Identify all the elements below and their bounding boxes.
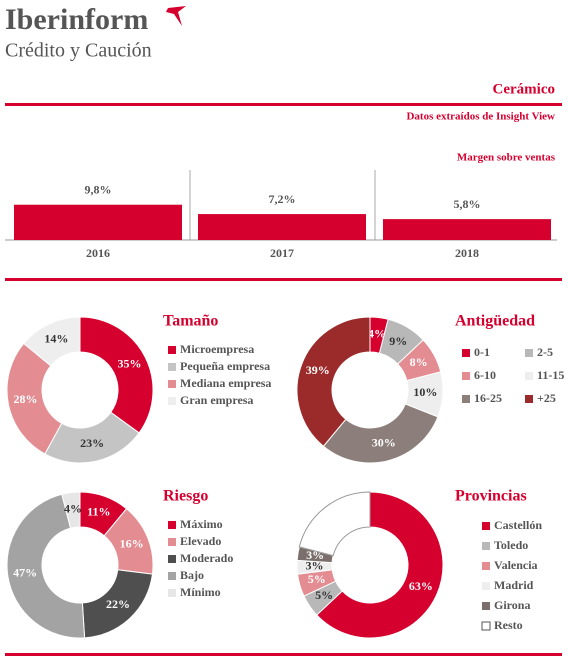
sector: Cerámico — [493, 81, 555, 97]
legend-swatch — [168, 346, 176, 354]
value-label: 23% — [80, 436, 104, 450]
value-label: 39% — [306, 363, 330, 377]
legend-swatch — [462, 395, 470, 403]
legend-swatch — [168, 555, 176, 563]
legend-swatch — [525, 372, 533, 380]
chart-title: Provincias — [455, 488, 527, 505]
value-label: 22% — [106, 597, 130, 611]
legend-swatch — [525, 395, 533, 403]
donut-slice — [6, 342, 63, 455]
legend-swatch — [168, 521, 176, 529]
x-tick-label: 2018 — [455, 246, 479, 260]
legend-swatch — [168, 380, 176, 388]
value-label: 16% — [120, 536, 144, 550]
bar — [198, 214, 366, 240]
value-label: 5% — [315, 588, 333, 602]
legend-swatch — [482, 582, 490, 590]
value-label: 4% — [64, 502, 82, 516]
chart-title: Riesgo — [163, 488, 208, 505]
legend-swatch — [481, 621, 491, 631]
legend-swatch — [168, 572, 176, 580]
subbrand: Crédito y Caución — [5, 40, 152, 62]
legend-swatch — [168, 538, 176, 546]
chart-title: Tamaño — [163, 313, 218, 330]
legend-label: Resto — [494, 618, 523, 632]
legend-swatch — [168, 363, 176, 371]
value-label: 30% — [372, 436, 396, 450]
legend-label: Moderado — [180, 551, 233, 565]
legend-swatch — [482, 562, 490, 570]
value-label: 5% — [308, 572, 326, 586]
legend-label: Madrid — [494, 578, 534, 592]
value-label: 10% — [413, 385, 437, 399]
legend-label: 6-10 — [474, 368, 496, 382]
legend-label: +25 — [537, 391, 556, 405]
legend-label: Girona — [494, 598, 530, 612]
x-tick-label: 2016 — [86, 246, 110, 260]
legend-label: Valencia — [494, 558, 538, 572]
value-label: 47% — [13, 565, 37, 579]
divider — [5, 278, 562, 281]
value-label: 9,8% — [85, 182, 112, 196]
donut-slice — [296, 316, 371, 447]
bar-title: Margen sobre ventas — [457, 152, 556, 164]
donut-slice — [6, 493, 86, 639]
value-label: 14% — [44, 332, 68, 346]
donut-slice — [322, 403, 439, 464]
legend-label: Elevado — [180, 534, 221, 548]
legend-label: 11-15 — [537, 368, 564, 382]
legend-label: 2-5 — [537, 345, 553, 359]
divider — [5, 653, 562, 656]
donut-slice — [23, 316, 81, 367]
source: Datos extraídos de Insight View — [406, 111, 555, 123]
legend-swatch — [482, 522, 490, 530]
donut-slice — [316, 491, 444, 639]
value-label: 7,2% — [269, 192, 296, 206]
donut-slice — [79, 316, 154, 434]
value-label: 8% — [410, 355, 428, 369]
legend-label: Microempresa — [180, 342, 254, 356]
legend-label: Mediana empresa — [180, 376, 271, 390]
legend-swatch — [168, 589, 176, 597]
legend-label: Máximo — [180, 517, 223, 531]
legend-swatch — [462, 372, 470, 380]
value-label: 11% — [87, 505, 110, 519]
legend-label: Gran empresa — [180, 393, 253, 407]
legend-label: Mínimo — [180, 585, 221, 599]
divider — [5, 103, 562, 106]
value-label: 9% — [389, 334, 407, 348]
x-tick-label: 2017 — [270, 246, 294, 260]
brand: Iberinform — [5, 3, 148, 36]
value-label: 4% — [368, 327, 386, 341]
legend-swatch — [462, 349, 470, 357]
value-label: 35% — [117, 357, 141, 371]
bar — [14, 204, 182, 240]
value-label: 28% — [13, 392, 37, 406]
legend-swatch — [525, 349, 533, 357]
legend-label: Castellón — [494, 518, 542, 532]
donut-slice — [61, 491, 81, 529]
legend-label: Bajo — [180, 568, 204, 582]
legend-label: Toledo — [494, 538, 528, 552]
chart-title: Antigüedad — [455, 313, 535, 330]
logo — [166, 6, 186, 26]
legend-swatch — [482, 602, 490, 610]
legend-swatch — [482, 542, 490, 550]
bar — [383, 219, 551, 240]
value-label: 5,8% — [454, 197, 481, 211]
legend-label: Pequeña empresa — [180, 359, 270, 373]
legend-label: 0-1 — [474, 345, 490, 359]
legend-swatch — [168, 397, 176, 405]
value-label: 63% — [409, 579, 433, 593]
donut-slice — [298, 491, 371, 557]
legend-label: 16-25 — [474, 391, 502, 405]
